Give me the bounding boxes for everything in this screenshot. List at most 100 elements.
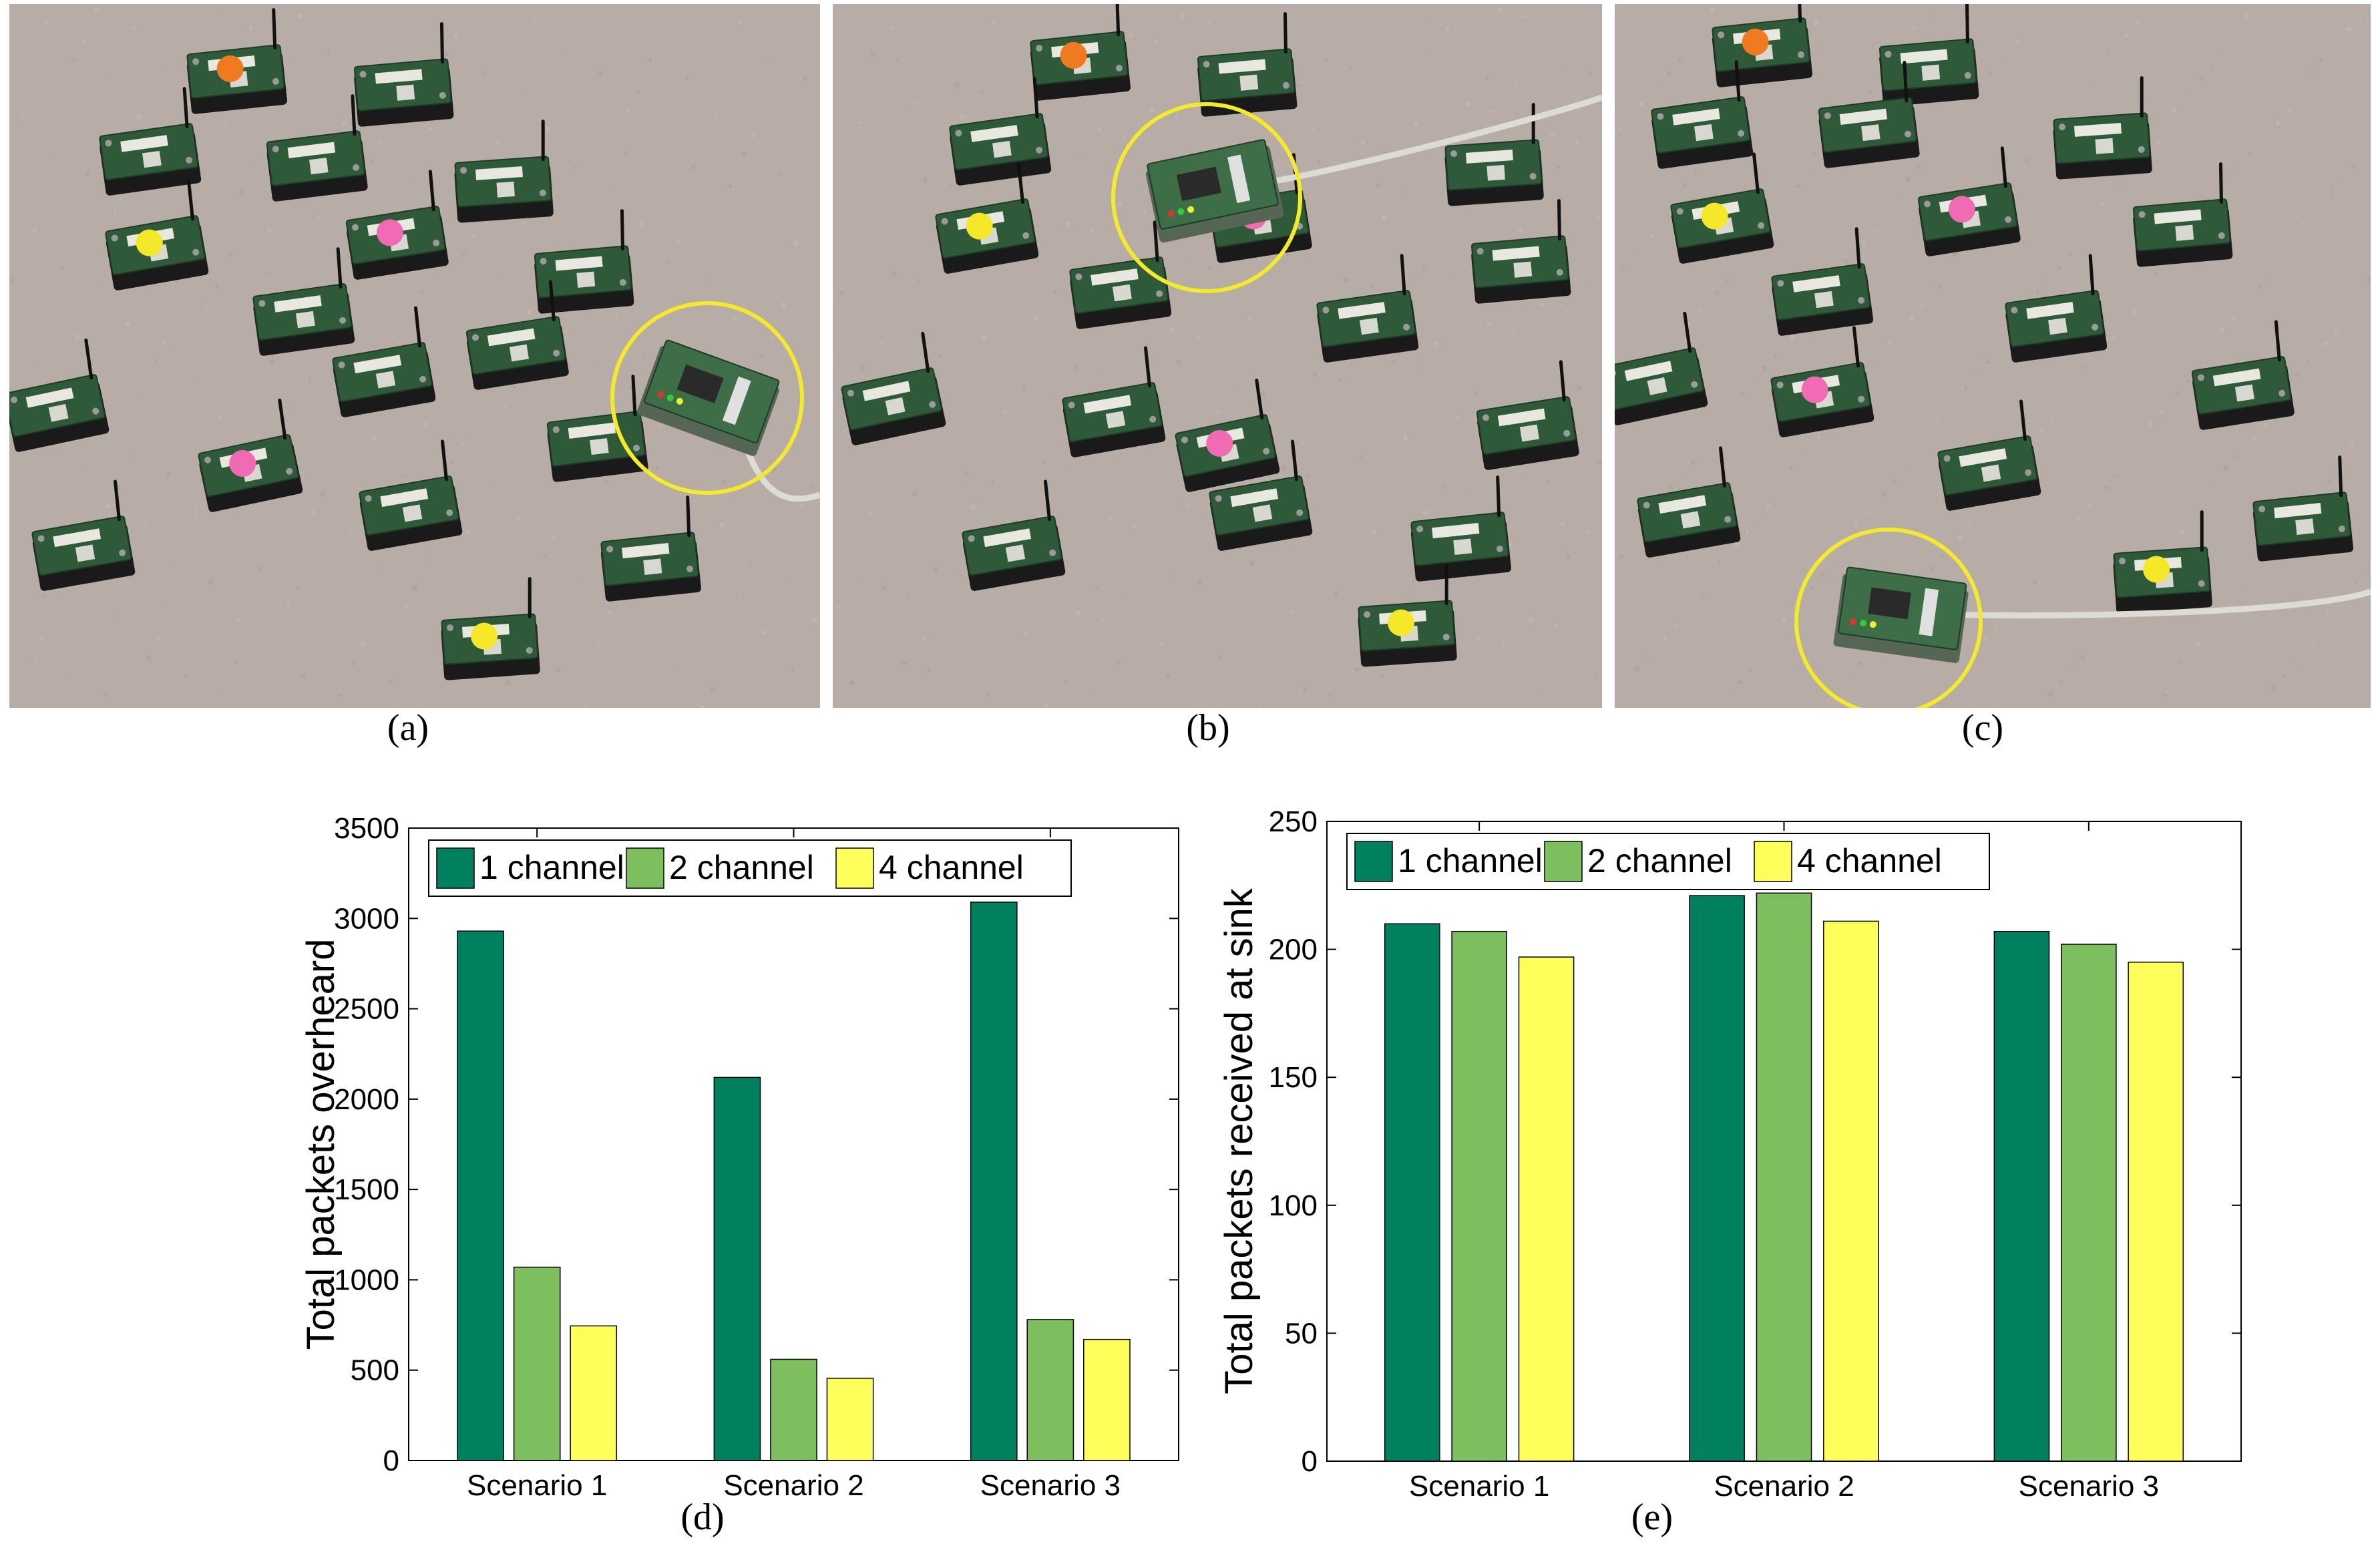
bar-2-1 bbox=[513, 1266, 561, 1461]
sensor-mote bbox=[2053, 76, 2152, 180]
y-tick-label: 0 bbox=[1302, 1445, 1318, 1478]
y-axis-title: Total packets overheard bbox=[299, 939, 343, 1350]
panel-label-b: (b) bbox=[1186, 707, 1230, 749]
sensor-mote bbox=[1470, 199, 1571, 304]
sensor-mote bbox=[1476, 360, 1579, 470]
x-tick-label: Scenario 2 bbox=[723, 1469, 863, 1502]
sink-node bbox=[1794, 528, 2371, 708]
legend-swatch bbox=[1544, 841, 1583, 882]
sensor-mote bbox=[465, 280, 569, 390]
chart-e: 0 50 100 150 200 250 Scenario 1 Scenario 2 Scena… bbox=[1189, 781, 2380, 1556]
y-tick-label: 2000 bbox=[334, 1083, 399, 1116]
legend-label: 4 channel bbox=[1797, 842, 1942, 880]
sensor-mote bbox=[99, 87, 202, 196]
sensor-mote bbox=[31, 479, 136, 591]
sensor-mote bbox=[1062, 346, 1166, 457]
legend: 1 channel 2 channel 4 channel bbox=[1346, 833, 1990, 890]
y-tick-label: 150 bbox=[1269, 1061, 1318, 1094]
legend-swatch bbox=[835, 847, 874, 889]
legend-swatch bbox=[1354, 841, 1393, 882]
sink-node bbox=[1111, 94, 1602, 293]
sensor-mote bbox=[1069, 220, 1172, 329]
sensor-mote bbox=[1770, 326, 1874, 437]
sink-highlight-circle bbox=[610, 301, 804, 495]
sensor-mote bbox=[198, 398, 303, 512]
sensor-mote bbox=[600, 496, 702, 602]
bar-3-1 bbox=[570, 1325, 618, 1461]
panel-label-c: (c) bbox=[1961, 707, 2004, 749]
bar-3-2 bbox=[826, 1378, 874, 1461]
sensor-mote bbox=[105, 179, 209, 290]
sensor-mote bbox=[2132, 162, 2233, 267]
sensor-mote bbox=[9, 338, 110, 452]
sensor-mote bbox=[1316, 254, 1419, 363]
y-axis-title: Total packets received at sink bbox=[1217, 888, 1261, 1394]
sensor-mote bbox=[353, 22, 454, 127]
sensor-mote bbox=[841, 331, 946, 445]
sink-highlight-circle bbox=[1794, 528, 1983, 708]
sensor-mote bbox=[1818, 61, 1920, 168]
sensor-mote bbox=[441, 577, 540, 680]
x-tick-label: Scenario 2 bbox=[1714, 1470, 1854, 1503]
sensor-mote bbox=[1670, 152, 1774, 264]
legend-label: 1 channel bbox=[479, 849, 624, 886]
photo-panel-a bbox=[9, 4, 820, 708]
sensor-mote bbox=[1175, 378, 1280, 492]
y-tick-label: 1500 bbox=[334, 1173, 399, 1206]
bar-1-2 bbox=[713, 1077, 761, 1461]
bar-2-3 bbox=[1026, 1319, 1074, 1461]
legend-swatch bbox=[626, 847, 664, 889]
sensor-mote bbox=[186, 8, 288, 114]
sensor-mote bbox=[949, 77, 1052, 186]
sink-node bbox=[610, 301, 820, 502]
bar-3-3 bbox=[2128, 962, 2184, 1462]
sensor-mote bbox=[2191, 320, 2295, 430]
sensor-mote bbox=[935, 162, 1039, 274]
sensor-mote bbox=[1209, 439, 1313, 551]
legend-box bbox=[1346, 833, 1990, 890]
sensor-mote bbox=[266, 94, 368, 202]
bar-1-3 bbox=[1993, 931, 2050, 1462]
sensor-mote bbox=[1030, 4, 1131, 101]
sensor-mote bbox=[1358, 564, 1457, 667]
legend-swatch bbox=[1754, 841, 1792, 882]
bar-3-1 bbox=[1518, 956, 1575, 1462]
sensor-mote bbox=[2113, 510, 2212, 614]
photo-panel-c bbox=[1615, 4, 2371, 708]
sensor-mote bbox=[454, 120, 554, 223]
sensor-mote bbox=[1937, 399, 2041, 511]
panel-label-e: (e) bbox=[1631, 1497, 1673, 1538]
legend-box bbox=[428, 839, 1072, 897]
x-tick-label: Scenario 3 bbox=[980, 1469, 1121, 1502]
x-tick-label: Scenario 1 bbox=[467, 1469, 607, 1502]
sensor-mote bbox=[1917, 146, 2021, 256]
legend-label: 2 channel bbox=[669, 849, 814, 886]
sensor-mote bbox=[2005, 254, 2108, 363]
bar-2-2 bbox=[770, 1358, 817, 1461]
y-tick-label: 100 bbox=[1269, 1189, 1318, 1222]
chart-d-svg: 0 500 1000 1500 2000 2500 3000 3500 Scenario 1 Sc… bbox=[299, 812, 1179, 1502]
sensor-mote bbox=[546, 375, 648, 482]
sensor-mote bbox=[1197, 12, 1298, 117]
y-tick-label: 0 bbox=[383, 1444, 399, 1477]
sensor-mote bbox=[1615, 311, 1708, 425]
y-tick-label: 500 bbox=[351, 1354, 399, 1387]
chart-d: 0 500 1000 1500 2000 2500 3000 3500 Scenario 1 Sc… bbox=[0, 781, 1202, 1556]
y-tick-label: 3500 bbox=[334, 812, 399, 845]
bar-1-2 bbox=[1689, 895, 1745, 1462]
bar-1-1 bbox=[1384, 923, 1440, 1462]
legend-label: 2 channel bbox=[1587, 842, 1732, 880]
sensor-mote bbox=[1771, 227, 1874, 336]
sensor-mote bbox=[332, 306, 436, 417]
legend: 1 channel 2 channel 4 channel bbox=[428, 839, 1072, 897]
legend-label: 1 channel bbox=[1398, 842, 1543, 880]
testbed-photo-a bbox=[9, 4, 820, 708]
bar-1-1 bbox=[457, 930, 504, 1461]
sensor-mote bbox=[534, 209, 634, 314]
sensor-mote bbox=[359, 439, 463, 551]
sensor-mote bbox=[1637, 446, 1741, 558]
photo-panel-b bbox=[833, 4, 1602, 708]
sensor-mote bbox=[1410, 475, 1512, 582]
testbed-photo-c bbox=[1615, 4, 2371, 708]
bar-3-3 bbox=[1083, 1338, 1131, 1461]
